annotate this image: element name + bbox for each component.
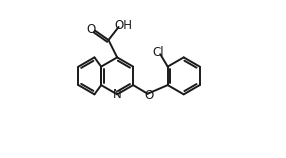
Text: Cl: Cl [152, 46, 164, 59]
Text: N: N [113, 88, 122, 101]
Text: OH: OH [114, 19, 132, 32]
Text: O: O [86, 23, 96, 36]
Text: O: O [144, 89, 153, 102]
